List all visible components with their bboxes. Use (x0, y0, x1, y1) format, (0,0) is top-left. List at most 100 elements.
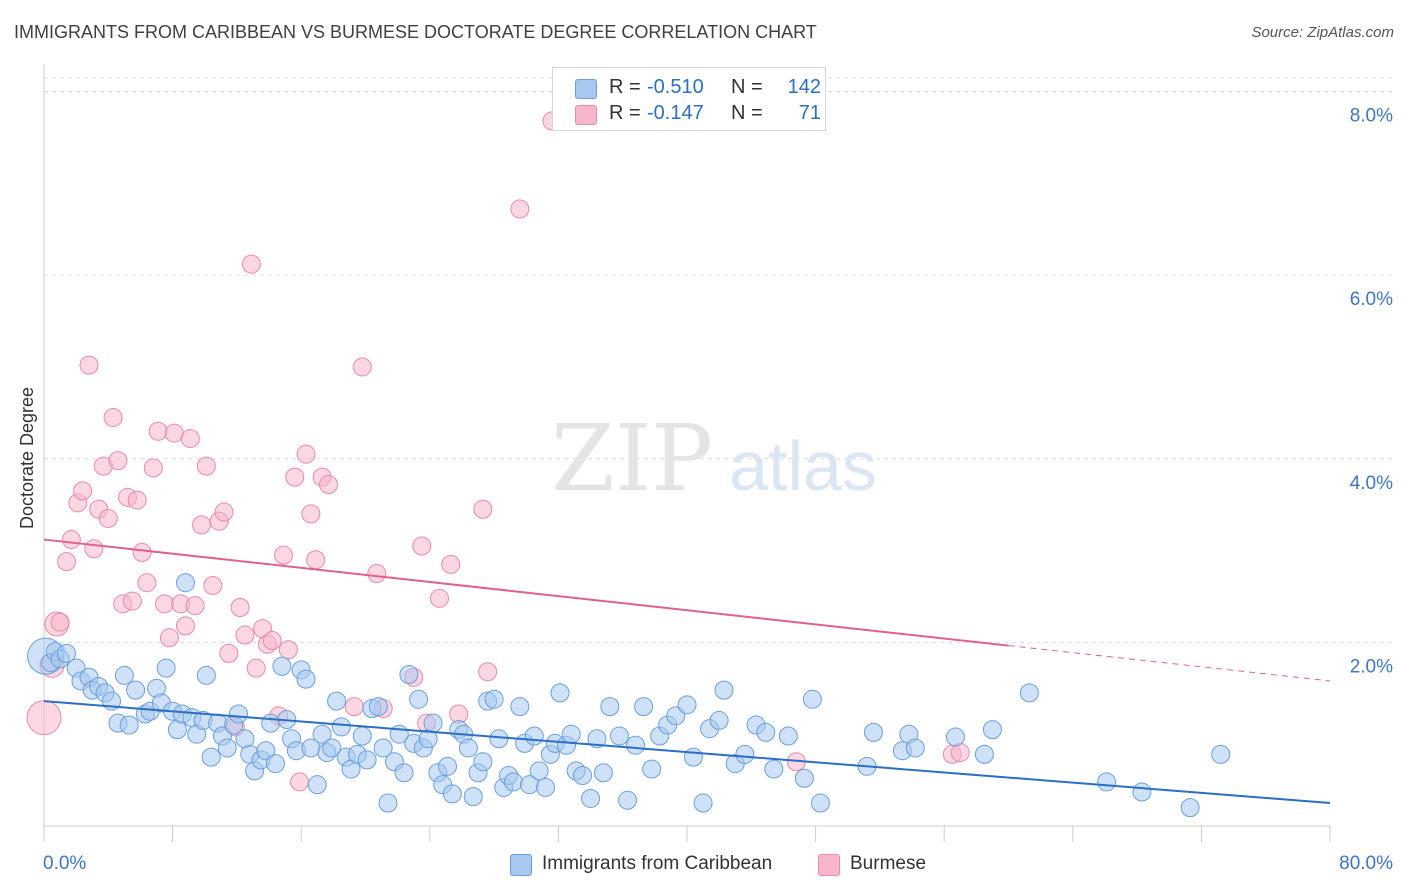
caribbean-point (229, 704, 249, 724)
caribbean-point (489, 729, 509, 749)
burmese-point (159, 628, 179, 648)
y-tick-label: 8.0% (1350, 106, 1393, 127)
caribbean-point (458, 738, 478, 758)
legend-n-value: 142 (787, 76, 821, 98)
caribbean-point (573, 766, 593, 786)
burmese-point (122, 591, 142, 611)
legend-n-label: N = (731, 102, 763, 124)
series-legend: Immigrants from Caribbean Burmese (0, 852, 1406, 878)
burmese-point (241, 254, 261, 274)
burmese-point (301, 504, 321, 524)
legend-n-value: 71 (798, 102, 821, 124)
burmese-point (50, 612, 70, 632)
caribbean-point (794, 768, 814, 788)
burmese-point (274, 545, 294, 565)
caribbean-point (394, 763, 414, 783)
stats-legend: R = -0.510 N = 142 R = -0.147 N = 71 (552, 67, 826, 131)
burmese-point (180, 429, 200, 449)
burmese-point (175, 616, 195, 636)
caribbean-point (1019, 683, 1039, 703)
x-tick-label: 0.0% (43, 853, 86, 874)
legend-swatch-blue (575, 79, 597, 99)
caribbean-point (114, 665, 134, 685)
caribbean-point (126, 680, 146, 700)
caribbean-point (593, 763, 613, 783)
burmese-point (192, 515, 212, 535)
trend-lines (43, 538, 1331, 805)
caribbean-point (693, 793, 713, 813)
caribbean-point (626, 735, 646, 755)
legend-swatch-pink (818, 854, 840, 876)
burmese-point (148, 421, 168, 441)
caribbean-point (331, 717, 351, 737)
caribbean-point (322, 738, 342, 758)
caribbean-point (561, 724, 581, 744)
burmese-point (57, 552, 77, 572)
legend-swatch-blue (510, 854, 532, 876)
burmese-point (473, 499, 493, 519)
burmese-point (164, 423, 184, 443)
caribbean-point (1097, 772, 1117, 792)
legend-r-value: -0.147 (647, 102, 704, 124)
x-tick-label: 80.0% (1339, 853, 1393, 874)
caribbean-point (442, 784, 462, 804)
caribbean-point (634, 697, 654, 717)
caribbean-point (261, 713, 281, 733)
caribbean-point (642, 759, 662, 779)
caribbean-point (587, 729, 607, 749)
y-tick-label: 4.0% (1350, 473, 1393, 494)
legend-r-label: R = (609, 102, 641, 124)
burmese-point (235, 625, 255, 645)
burmese-point (155, 594, 175, 614)
burmese-point (79, 355, 99, 375)
burmese-point (196, 456, 216, 476)
burmese-point (429, 588, 449, 608)
burmese-point (278, 640, 298, 660)
caribbean-point (196, 665, 216, 685)
caribbean-point (484, 689, 504, 709)
caribbean-point (714, 680, 734, 700)
burmese-point (214, 502, 234, 522)
caribbean-point (307, 775, 327, 795)
burmese-trend-line (43, 538, 1009, 647)
burmese-point (441, 554, 461, 574)
caribbean-point (536, 777, 556, 797)
caribbean-point (863, 722, 883, 742)
caribbean-point (600, 697, 620, 717)
legend-label-burmese: Burmese (850, 853, 927, 874)
burmese-point (61, 530, 81, 550)
burmese-point (344, 697, 364, 717)
caribbean-point (296, 669, 316, 689)
caribbean-point (524, 726, 544, 746)
caribbean-point (368, 697, 388, 717)
burmese-point (219, 643, 239, 663)
caribbean-point (119, 715, 139, 735)
burmese-point (319, 474, 339, 494)
burmese-point (132, 542, 152, 562)
caribbean-point (373, 738, 393, 758)
caribbean-point (503, 772, 523, 792)
tick-labels: 2.0% 4.0% 6.0% 8.0% 0.0% 80.0% (43, 106, 1393, 874)
caribbean-point (1211, 744, 1231, 764)
burmese-point (478, 662, 498, 682)
burmese-point (103, 407, 123, 427)
burmese-point (26, 700, 62, 736)
caribbean-point (156, 658, 176, 678)
chart-title: IMMIGRANTS FROM CARIBBEAN VS BURMESE DOC… (14, 22, 817, 42)
caribbean-point (756, 722, 776, 742)
burmese-point (306, 550, 326, 570)
caribbean-point (217, 738, 237, 758)
caribbean-point (1180, 798, 1200, 818)
watermark-zip: ZIP (551, 405, 713, 512)
burmese-point (230, 597, 250, 617)
caribbean-point (272, 656, 292, 676)
caribbean-point (312, 724, 332, 744)
gridlines (44, 77, 1392, 643)
burmese-point (127, 490, 147, 510)
caribbean-point (550, 683, 570, 703)
burmese-point (510, 199, 530, 219)
caribbean-point (463, 787, 483, 807)
caribbean-point (423, 713, 443, 733)
y-axis-label: Doctorate Degree (17, 387, 37, 529)
